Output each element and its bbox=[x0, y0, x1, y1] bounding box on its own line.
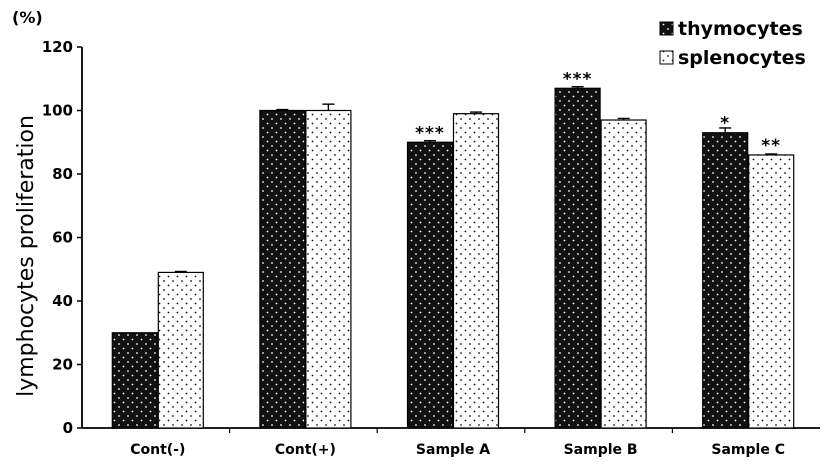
y-tick-label: 60 bbox=[52, 229, 73, 247]
y-axis-label: lymphocytes proliferation bbox=[14, 115, 39, 397]
significance-label: * bbox=[720, 114, 730, 134]
y-tick-label: 40 bbox=[52, 292, 73, 310]
x-tick-label: Cont(+) bbox=[275, 442, 336, 458]
bar-splenocytes-2 bbox=[452, 113, 500, 429]
significance-label: ** bbox=[761, 136, 781, 156]
bar-thymocytes-2 bbox=[406, 141, 454, 429]
y-tick-label: 100 bbox=[42, 102, 73, 120]
legend-swatch-thymocytes bbox=[659, 21, 674, 36]
legend: thymocytes splenocytes bbox=[659, 18, 806, 69]
y-tick-label: 120 bbox=[42, 38, 73, 56]
y-tick-label: 0 bbox=[63, 419, 73, 437]
legend-swatch-splenocytes bbox=[659, 50, 674, 65]
significance-label: *** bbox=[563, 69, 593, 89]
x-tick-label: Cont(-) bbox=[130, 442, 185, 458]
significance-label: *** bbox=[415, 123, 445, 143]
bar-splenocytes-3 bbox=[600, 119, 647, 429]
bar-thymocytes-0 bbox=[111, 332, 158, 429]
bar-thymocytes-1 bbox=[259, 109, 306, 429]
x-tick-label: Sample C bbox=[711, 442, 785, 458]
y-tick-label: 80 bbox=[52, 165, 73, 183]
bar-splenocytes-0 bbox=[157, 271, 204, 429]
legend-label-thymocytes: thymocytes bbox=[678, 18, 803, 40]
bar-splenocytes-1 bbox=[305, 109, 352, 429]
bar-splenocytes-4 bbox=[748, 154, 795, 429]
y-tick-label: 20 bbox=[52, 356, 73, 374]
x-tick-label: Sample A bbox=[416, 442, 490, 458]
x-tick-label: Sample B bbox=[564, 442, 638, 458]
bar-thymocytes-4 bbox=[702, 132, 749, 429]
unit-label: (%) bbox=[12, 8, 43, 27]
bar-thymocytes-3 bbox=[554, 87, 601, 429]
legend-label-splenocytes: splenocytes bbox=[678, 47, 806, 69]
